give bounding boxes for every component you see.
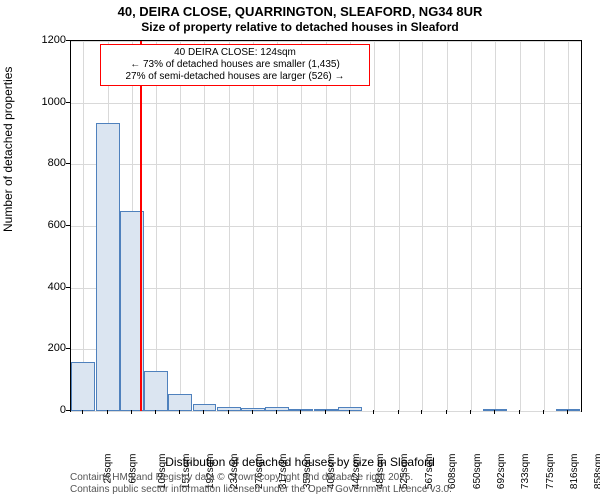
gridline-v <box>326 41 327 411</box>
gridline-v <box>520 41 521 411</box>
y-tick-label: 1200 <box>30 34 66 46</box>
y-tick-mark <box>66 225 70 226</box>
x-tick-mark <box>300 410 301 414</box>
x-axis-label: Distribution of detached houses by size … <box>0 455 600 469</box>
y-tick-mark <box>66 410 70 411</box>
x-tick-mark <box>398 410 399 414</box>
gridline-v <box>399 41 400 411</box>
gridline-v <box>447 41 448 411</box>
gridline-v <box>301 41 302 411</box>
y-tick-label: 800 <box>30 157 66 169</box>
x-tick-mark <box>373 410 374 414</box>
gridline-v <box>204 41 205 411</box>
y-tick-mark <box>66 163 70 164</box>
x-tick-mark <box>421 410 422 414</box>
histogram-bar <box>96 123 120 411</box>
x-tick-mark <box>203 410 204 414</box>
x-tick-mark <box>543 410 544 414</box>
histogram-chart: 40, DEIRA CLOSE, QUARRINGTON, SLEAFORD, … <box>0 0 600 500</box>
gridline-v <box>253 41 254 411</box>
footer-line-2: Contains public sector information licen… <box>70 484 452 496</box>
gridline-v <box>277 41 278 411</box>
gridline-v <box>180 41 181 411</box>
annotation-line-3: 27% of semi-detached houses are larger (… <box>105 71 365 83</box>
chart-footer: Contains HM Land Registry data © Crown c… <box>70 472 452 496</box>
x-tick-mark <box>470 410 471 414</box>
y-tick-mark <box>66 40 70 41</box>
gridline-h <box>71 411 581 412</box>
plot-area <box>70 40 582 412</box>
gridline-v <box>229 41 230 411</box>
annotation-line-2: ← 73% of detached houses are smaller (1,… <box>105 59 365 71</box>
marker-line <box>140 41 142 411</box>
y-tick-label: 400 <box>30 281 66 293</box>
gridline-v <box>544 41 545 411</box>
x-tick-mark <box>276 410 277 414</box>
x-tick-mark <box>325 410 326 414</box>
x-tick-mark <box>567 410 568 414</box>
x-tick-mark <box>349 410 350 414</box>
gridline-v <box>156 41 157 411</box>
gridline-v <box>350 41 351 411</box>
histogram-bar <box>168 394 192 411</box>
y-axis-label: Number of detached properties <box>1 67 15 232</box>
gridline-v <box>422 41 423 411</box>
x-tick-mark <box>228 410 229 414</box>
chart-subtitle: Size of property relative to detached ho… <box>0 20 600 34</box>
gridline-v <box>495 41 496 411</box>
chart-title: 40, DEIRA CLOSE, QUARRINGTON, SLEAFORD, … <box>0 4 600 19</box>
gridline-v <box>471 41 472 411</box>
gridline-v <box>568 41 569 411</box>
histogram-bar <box>144 371 168 411</box>
y-tick-label: 1000 <box>30 96 66 108</box>
y-tick-mark <box>66 348 70 349</box>
annotation-box: 40 DEIRA CLOSE: 124sqm← 73% of detached … <box>100 44 370 86</box>
x-tick-mark <box>82 410 83 414</box>
y-tick-mark <box>66 287 70 288</box>
x-tick-mark <box>519 410 520 414</box>
annotation-line-1: 40 DEIRA CLOSE: 124sqm <box>105 47 365 59</box>
y-tick-label: 600 <box>30 219 66 231</box>
y-tick-label: 200 <box>30 342 66 354</box>
y-tick-mark <box>66 102 70 103</box>
x-tick-mark <box>107 410 108 414</box>
x-tick-mark <box>252 410 253 414</box>
histogram-bar <box>71 362 95 411</box>
x-tick-mark <box>155 410 156 414</box>
x-tick-mark <box>131 410 132 414</box>
footer-line-1: Contains HM Land Registry data © Crown c… <box>70 472 452 484</box>
x-tick-mark <box>494 410 495 414</box>
gridline-v <box>83 41 84 411</box>
x-tick-mark <box>446 410 447 414</box>
x-tick-mark <box>179 410 180 414</box>
y-tick-label: 0 <box>30 404 66 416</box>
gridline-v <box>374 41 375 411</box>
